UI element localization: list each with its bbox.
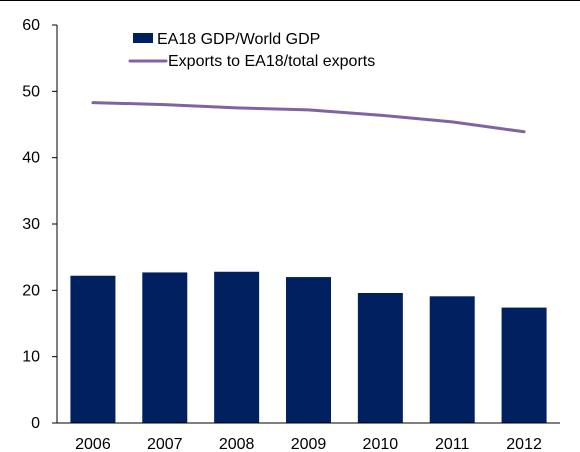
y-tick-label: 50 xyxy=(22,83,40,100)
x-tick-label: 2011 xyxy=(435,436,470,452)
legend-line-label: Exports to EA18/total exports xyxy=(168,53,375,70)
bar-2007 xyxy=(142,272,188,423)
y-tick-label: 0 xyxy=(31,415,40,432)
bar-2008 xyxy=(214,271,260,423)
x-tick-label: 2007 xyxy=(147,436,183,452)
x-tick-label: 2008 xyxy=(219,436,255,452)
x-tick-label: 2012 xyxy=(506,436,542,452)
bar-2011 xyxy=(429,296,475,423)
y-tick-label: 40 xyxy=(22,150,40,167)
y-tick-label: 30 xyxy=(22,216,40,233)
x-ticks-layer: 2006 2007 2008 2009 2010 2011 2012 xyxy=(75,436,542,452)
bar-2012 xyxy=(501,307,547,423)
bar-2006 xyxy=(70,275,116,423)
top-border-line xyxy=(0,0,580,1)
legend: EA18 GDP/World GDP Exports to EA18/total… xyxy=(128,31,375,70)
exports-line xyxy=(91,101,526,134)
legend-bar-label: EA18 GDP/World GDP xyxy=(157,31,320,48)
y-tick-label: 10 xyxy=(22,349,40,366)
x-tick-label: 2009 xyxy=(291,436,327,452)
legend-bar-swatch xyxy=(133,33,153,43)
y-ticks-layer: 0 10 20 30 40 50 60 xyxy=(22,17,57,432)
bars-layer xyxy=(70,271,547,423)
line-layer xyxy=(91,101,526,134)
y-tick-label: 20 xyxy=(22,282,40,299)
y-tick-label: 60 xyxy=(22,17,40,34)
bar-2010 xyxy=(357,292,403,423)
bar-2009 xyxy=(286,277,331,423)
x-tick-label: 2010 xyxy=(363,436,399,452)
x-tick-label: 2006 xyxy=(75,436,111,452)
